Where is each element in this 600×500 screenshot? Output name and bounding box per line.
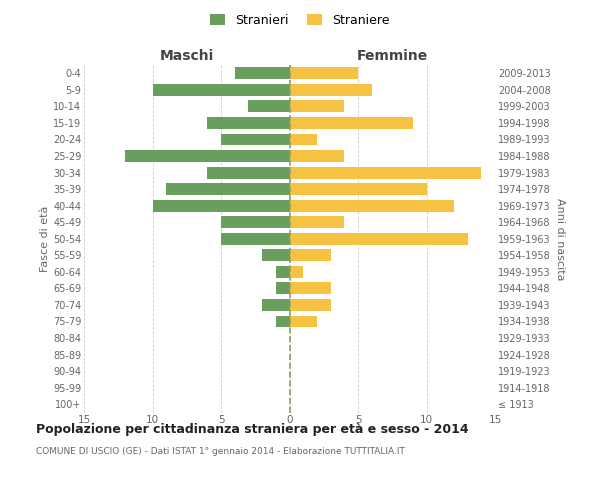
Bar	[290, 117, 413, 129]
Bar	[290, 183, 427, 195]
Bar	[276, 282, 290, 294]
Bar	[262, 250, 290, 262]
Bar	[290, 233, 467, 244]
Legend: Stranieri, Straniere: Stranieri, Straniere	[208, 11, 392, 29]
Bar	[125, 150, 290, 162]
Bar	[290, 166, 481, 178]
Bar	[221, 233, 290, 244]
Text: COMUNE DI USCIO (GE) - Dati ISTAT 1° gennaio 2014 - Elaborazione TUTTITALIA.IT: COMUNE DI USCIO (GE) - Dati ISTAT 1° gen…	[36, 448, 405, 456]
Bar	[276, 266, 290, 278]
Text: Femmine: Femmine	[356, 48, 428, 62]
Bar	[221, 216, 290, 228]
Bar	[208, 166, 290, 178]
Bar	[290, 84, 372, 96]
Bar	[290, 299, 331, 311]
Bar	[290, 150, 344, 162]
Text: Maschi: Maschi	[160, 48, 214, 62]
Bar	[290, 266, 303, 278]
Bar	[248, 100, 290, 112]
Bar	[262, 299, 290, 311]
Bar	[235, 68, 290, 79]
Y-axis label: Anni di nascita: Anni di nascita	[554, 198, 565, 280]
Bar	[290, 216, 344, 228]
Text: Popolazione per cittadinanza straniera per età e sesso - 2014: Popolazione per cittadinanza straniera p…	[36, 422, 469, 436]
Bar	[290, 100, 344, 112]
Bar	[221, 134, 290, 145]
Bar	[290, 134, 317, 145]
Bar	[290, 316, 317, 328]
Bar	[152, 84, 290, 96]
Bar	[290, 282, 331, 294]
Bar	[290, 68, 358, 79]
Y-axis label: Fasce di età: Fasce di età	[40, 206, 50, 272]
Bar	[276, 316, 290, 328]
Bar	[166, 183, 290, 195]
Bar	[290, 200, 454, 211]
Bar	[290, 250, 331, 262]
Bar	[208, 117, 290, 129]
Bar	[152, 200, 290, 211]
